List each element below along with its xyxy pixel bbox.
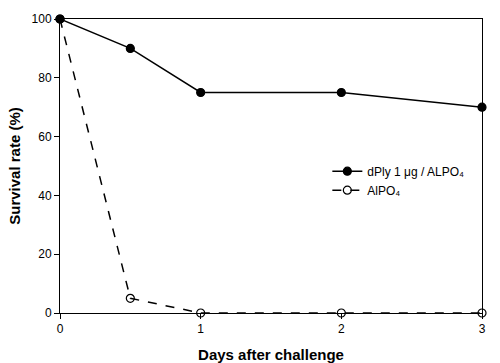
svg-text:2: 2 xyxy=(338,322,345,336)
svg-text:60: 60 xyxy=(38,130,52,144)
svg-text:80: 80 xyxy=(38,71,52,85)
svg-text:AlPO₄: AlPO₄ xyxy=(367,184,400,198)
svg-text:1: 1 xyxy=(197,322,204,336)
svg-text:0: 0 xyxy=(57,322,64,336)
svg-text:20: 20 xyxy=(38,247,52,261)
svg-text:40: 40 xyxy=(38,189,52,203)
svg-text:dPly 1 μg / ALPO₄: dPly 1 μg / ALPO₄ xyxy=(367,165,464,179)
svg-text:0: 0 xyxy=(45,306,52,320)
svg-text:3: 3 xyxy=(479,322,486,336)
svg-text:Survival rate (%): Survival rate (%) xyxy=(6,107,23,225)
svg-text:Days after challenge: Days after challenge xyxy=(198,346,344,363)
svg-text:100: 100 xyxy=(32,12,52,26)
